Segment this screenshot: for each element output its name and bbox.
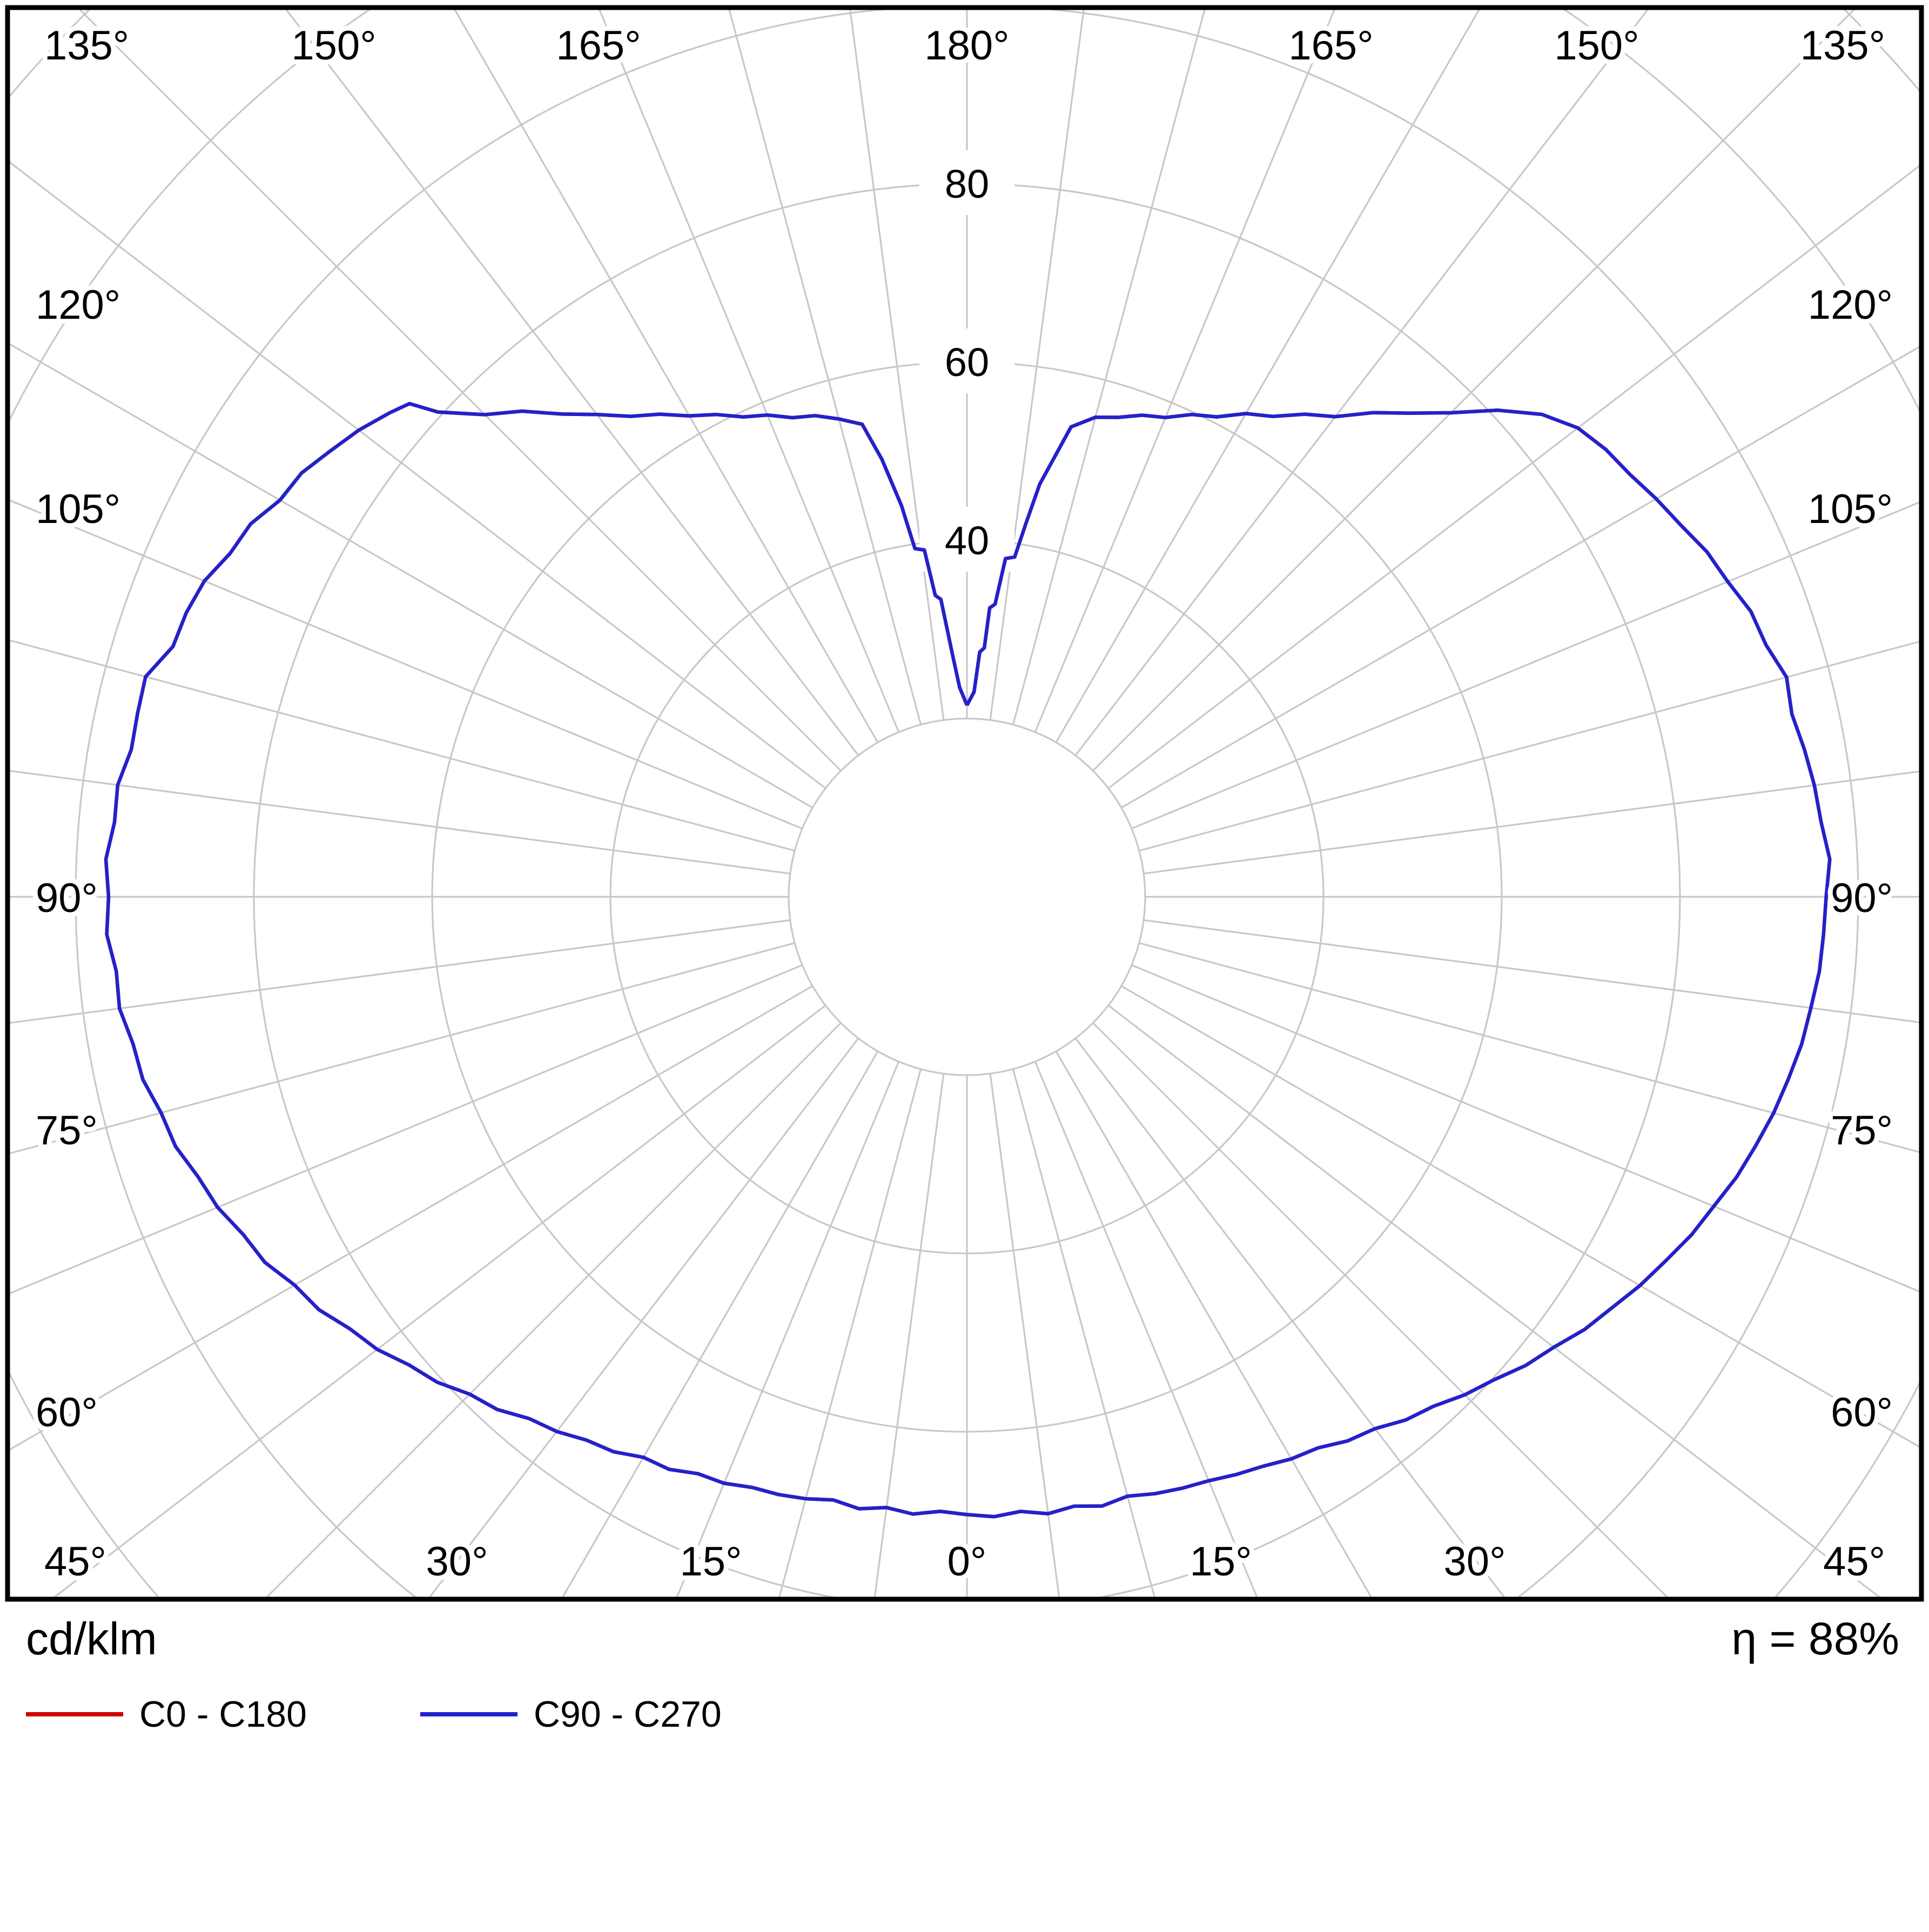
grid-spoke bbox=[1131, 964, 1919, 1292]
angle-label: 105° bbox=[1808, 486, 1893, 532]
grid-spoke bbox=[1055, 10, 1480, 743]
angle-label: 30° bbox=[426, 1539, 488, 1585]
grid-spoke bbox=[1143, 919, 1919, 1023]
angle-label: 45° bbox=[1823, 1539, 1885, 1585]
grid-spoke bbox=[1055, 1051, 1373, 1597]
grid-spoke bbox=[1092, 10, 1856, 772]
angle-label: 60° bbox=[1831, 1390, 1893, 1435]
legend: C0 - C180 C90 - C270 bbox=[0, 1693, 1929, 1735]
grid-spoke bbox=[849, 10, 945, 721]
grid-spoke bbox=[1074, 10, 1649, 756]
angle-label: 75° bbox=[36, 1108, 98, 1153]
grid-spoke bbox=[1034, 1061, 1258, 1597]
grid-spoke bbox=[989, 10, 1085, 721]
angle-label: 135° bbox=[44, 23, 129, 69]
angle-label: 120° bbox=[1808, 282, 1893, 328]
legend-line-c90-c270 bbox=[420, 1712, 517, 1716]
grid-spoke bbox=[1107, 1004, 1881, 1597]
radial-tick-label: 40 bbox=[945, 518, 989, 563]
angle-label: 135° bbox=[1800, 23, 1885, 69]
angle-label: 15° bbox=[680, 1539, 742, 1585]
legend-item-c0-c180: C0 - C180 bbox=[26, 1693, 307, 1735]
radial-tick-label: 80 bbox=[945, 162, 989, 206]
angle-label: 180° bbox=[924, 23, 1009, 69]
grid-spoke bbox=[1139, 942, 1919, 1153]
radial-tick-labels: 40 60 80 bbox=[919, 150, 1014, 572]
grid-spoke bbox=[10, 964, 803, 1294]
grid-spoke bbox=[728, 10, 922, 725]
legend-item-c90-c270: C90 - C270 bbox=[420, 1693, 722, 1735]
grid-spoke bbox=[53, 1004, 826, 1597]
angle-label: 75° bbox=[1831, 1108, 1893, 1153]
grid-spoke bbox=[1034, 10, 1335, 733]
chart-footer: cd/klm η = 88% C0 - C180 C90 - C270 bbox=[0, 1613, 1929, 1735]
grid-spoke bbox=[10, 919, 791, 1024]
grid-spoke bbox=[561, 1051, 879, 1597]
angle-label: 150° bbox=[1554, 23, 1639, 69]
grid-spoke bbox=[1121, 346, 1919, 809]
grid-spoke bbox=[1139, 640, 1919, 852]
angle-label: 150° bbox=[291, 23, 376, 69]
grid-spoke bbox=[10, 985, 813, 1451]
grid-spoke bbox=[265, 1022, 842, 1597]
grid-spoke bbox=[10, 770, 791, 875]
grid-spoke bbox=[78, 10, 842, 772]
angle-label: 165° bbox=[556, 23, 641, 69]
grid-spoke bbox=[873, 1073, 945, 1597]
grid-spoke bbox=[10, 343, 813, 809]
angle-label: 60° bbox=[36, 1390, 98, 1435]
grid-spoke bbox=[778, 1069, 922, 1597]
grid-spoke bbox=[1012, 10, 1206, 725]
angle-label: 165° bbox=[1288, 23, 1373, 69]
grid-spoke bbox=[10, 161, 826, 789]
angle-label: 30° bbox=[1444, 1539, 1506, 1585]
grid-spoke bbox=[10, 942, 795, 1155]
angle-label: 105° bbox=[36, 486, 120, 532]
grid-spoke bbox=[1131, 501, 1919, 830]
grid-spoke bbox=[1121, 985, 1919, 1448]
grid-spoke bbox=[1107, 165, 1919, 789]
grid-spoke bbox=[989, 1073, 1060, 1597]
grid-spoke bbox=[10, 639, 795, 852]
chart-frame bbox=[5, 5, 1924, 1602]
angle-label: 120° bbox=[36, 282, 120, 328]
angle-labels: 135° 150° 165° 180° 165° 150° 135° 45° 30° 15° 0° 1… bbox=[31, 18, 1898, 1589]
efficiency-label: η = 88% bbox=[1731, 1613, 1899, 1664]
grid-spoke bbox=[599, 10, 900, 733]
angle-label: 45° bbox=[44, 1539, 106, 1585]
legend-label-c0-c180: C0 - C180 bbox=[139, 1694, 307, 1735]
grid-spoke bbox=[10, 499, 803, 830]
grid-spoke bbox=[1012, 1069, 1155, 1597]
footer-row: cd/klm η = 88% bbox=[0, 1613, 1929, 1665]
grid-ring bbox=[788, 717, 1146, 1076]
radial-tick-bg bbox=[919, 150, 1014, 215]
grid-spoke bbox=[285, 10, 859, 756]
angle-label: 0° bbox=[947, 1539, 987, 1585]
angle-label: 90° bbox=[36, 875, 98, 921]
grid-spoke bbox=[1074, 1037, 1505, 1597]
angle-label: 15° bbox=[1190, 1539, 1252, 1585]
radial-tick-label: 60 bbox=[945, 340, 989, 385]
radial-tick-bg bbox=[919, 328, 1014, 393]
grid-spoke bbox=[1092, 1022, 1669, 1597]
grid-spoke bbox=[1143, 770, 1919, 875]
grid-spoke bbox=[428, 1037, 859, 1597]
curve-c90-c270 bbox=[104, 401, 1832, 1519]
grid-spoke bbox=[676, 1061, 900, 1597]
legend-label-c90-c270: C90 - C270 bbox=[533, 1694, 722, 1735]
units-label: cd/klm bbox=[26, 1613, 157, 1664]
angle-label: 90° bbox=[1831, 875, 1893, 921]
legend-line-c0-c180 bbox=[26, 1712, 123, 1716]
grid-spoke bbox=[454, 10, 879, 743]
radial-tick-bg bbox=[919, 507, 1014, 572]
